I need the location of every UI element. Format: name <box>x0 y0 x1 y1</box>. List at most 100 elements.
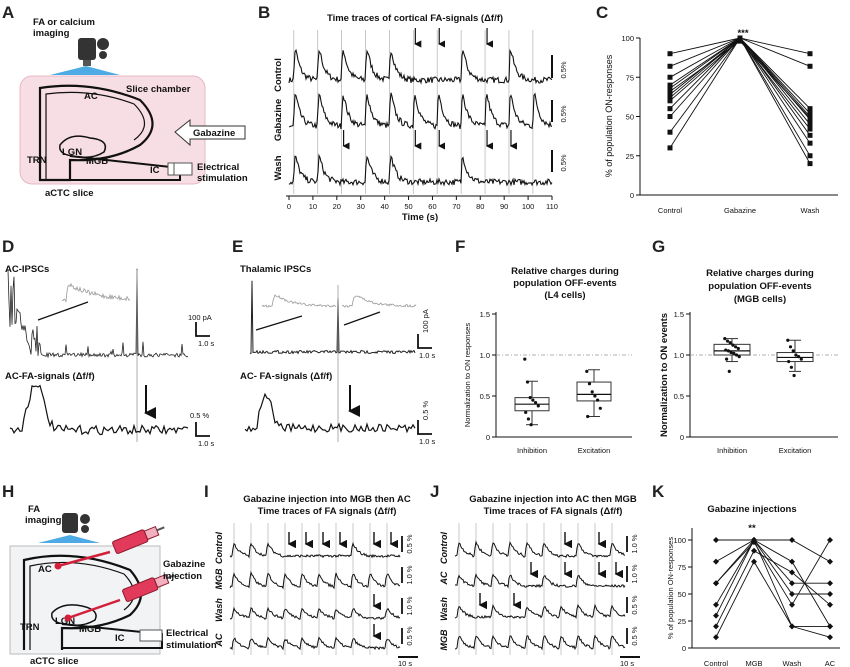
b-xtick-label: 0 <box>287 202 291 211</box>
series-point <box>751 547 757 554</box>
data-point <box>528 396 532 400</box>
data-point <box>523 357 527 361</box>
g-box-plots <box>690 337 838 378</box>
series-line-7 <box>715 560 830 638</box>
panel-letter-f: F <box>455 237 465 256</box>
series-point <box>667 82 673 88</box>
b-scale-1: 0.5% <box>559 61 568 78</box>
series-point <box>827 634 833 641</box>
d-inset-trace <box>61 282 131 303</box>
series-point <box>827 591 833 597</box>
series-line-3 <box>715 539 831 606</box>
series-point <box>807 121 813 127</box>
h-slice-label: aCTC slice <box>30 656 79 667</box>
a-slice-chamber-label: Slice chamber <box>126 84 191 95</box>
data-point <box>737 355 741 359</box>
series-point <box>667 88 673 94</box>
category-label: Gabazine <box>724 206 756 215</box>
d-scale-current: 100 pA <box>188 313 212 322</box>
series-point <box>667 85 673 91</box>
d-scale-time: 1.0 s <box>198 339 215 348</box>
data-point <box>725 339 730 343</box>
trace-row-3 <box>454 634 626 651</box>
data-point <box>525 380 530 384</box>
panel-k-chart: Gabazine injections 0 25 50 75 100 Control MG… <box>666 504 840 667</box>
row-label: MGB <box>439 629 449 650</box>
panel-c-chart: 0 25 50 75 100 Control Gabazine Wash *** % of … <box>604 28 838 215</box>
data-point <box>586 414 590 419</box>
y-tick-label: 1.5 <box>480 310 490 319</box>
camera-lens-small-icon <box>99 51 107 59</box>
camera-body-icon <box>78 38 96 60</box>
j-time-scale: 10 s <box>620 659 634 667</box>
data-point <box>728 341 732 345</box>
data-point <box>726 349 731 353</box>
data-point <box>734 353 739 357</box>
series-point <box>827 537 833 543</box>
series-point <box>827 558 833 565</box>
d-scale-time-2: 1.0 s <box>198 439 215 448</box>
category-label: MGB <box>745 659 762 667</box>
j-stimulus-lines <box>458 523 613 655</box>
camera-lens-icon <box>97 38 109 50</box>
trace-row-0 <box>454 540 626 559</box>
b-xlabel: Time (s) <box>402 212 438 223</box>
a-ac-label: AC <box>84 91 98 102</box>
series-point <box>789 591 795 597</box>
series-point <box>789 569 795 576</box>
category-label: Inhibition <box>717 446 747 455</box>
series-point <box>807 106 813 112</box>
e-fa-trace <box>244 392 416 434</box>
a-slice-label: aCTC slice <box>45 188 94 199</box>
data-point <box>736 346 740 351</box>
b-scale-2: 0.5% <box>559 105 568 122</box>
h-lgn-label: LGN <box>55 616 75 627</box>
panel-a-schematic: FA or calcium imaging Slice chamber AC L… <box>19 17 248 199</box>
series-point <box>807 126 813 132</box>
series-point <box>713 612 719 619</box>
y-tick-label: 75 <box>678 563 686 572</box>
y-tick-label: 25 <box>626 152 634 161</box>
series-point <box>789 537 795 543</box>
k-series-lines <box>713 537 833 641</box>
series-point <box>807 132 813 138</box>
data-point <box>727 369 731 373</box>
series-point <box>789 623 795 630</box>
series-point <box>667 145 673 151</box>
y-tick-label: 0 <box>486 433 490 442</box>
trace-row-1 <box>229 570 401 590</box>
series-point <box>713 558 719 565</box>
panel-letter-a: A <box>2 3 14 22</box>
series-line-6 <box>715 550 831 627</box>
gabazine-arrow-icon <box>174 118 246 147</box>
series-point <box>807 153 813 159</box>
h-stim-label-2: stimulation <box>166 640 217 651</box>
panel-letter-j: J <box>430 482 439 501</box>
b-xtick-label: 20 <box>333 202 341 211</box>
b-xtick-label: 80 <box>476 202 484 211</box>
panel-d-traces: AC-IPSCs 100 pA 1.0 s AC-FA-signals (Δf/… <box>5 264 215 448</box>
series-point <box>667 92 673 98</box>
panel-i-traces: Gabazine injection into MGB then AC Time… <box>214 494 418 667</box>
y-tick-label: 50 <box>626 113 634 122</box>
category-label: Wash <box>783 659 802 667</box>
b-row-label-gabazine: Gabazine <box>273 99 284 141</box>
row-label: AC <box>439 571 449 585</box>
data-point <box>590 390 594 394</box>
d-fa-trace <box>9 384 189 436</box>
scale-label: 0.5 % <box>630 595 639 615</box>
row-label: Wash <box>439 597 449 621</box>
series-point <box>713 580 719 587</box>
panel-letter-h: H <box>2 482 14 501</box>
b-scale-3: 0.5% <box>559 154 568 171</box>
a-thalamus-outline <box>59 135 107 159</box>
scale-label: 1.0 % <box>405 596 414 616</box>
row-label: Wash <box>214 598 224 622</box>
series-point <box>667 74 673 80</box>
panel-letter-k: K <box>652 482 665 501</box>
f-title-2: population OFF-events <box>513 278 616 289</box>
series-point <box>713 537 719 543</box>
a-stim-label-1: Electrical <box>197 162 239 173</box>
series-line-2 <box>715 539 831 584</box>
data-point <box>529 423 533 427</box>
